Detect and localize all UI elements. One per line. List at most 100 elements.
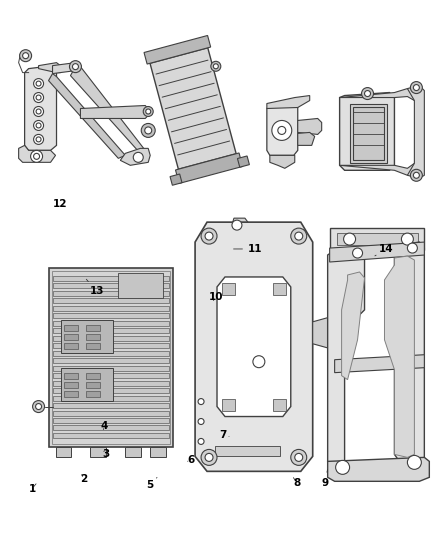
Circle shape (410, 169, 422, 181)
Text: 11: 11 (233, 244, 262, 254)
Circle shape (278, 126, 286, 134)
Polygon shape (39, 63, 60, 72)
Circle shape (295, 454, 303, 462)
Polygon shape (267, 103, 298, 155)
Bar (53, 425, 169, 431)
Circle shape (23, 53, 28, 59)
Polygon shape (217, 277, 291, 416)
Circle shape (291, 228, 307, 244)
Polygon shape (53, 63, 81, 74)
Bar (64, 334, 78, 340)
Bar (53, 298, 169, 303)
Polygon shape (120, 148, 150, 165)
Bar (53, 358, 169, 363)
Circle shape (295, 232, 303, 240)
Polygon shape (170, 174, 182, 185)
Circle shape (272, 120, 292, 140)
Bar (53, 284, 169, 288)
Polygon shape (328, 457, 429, 481)
Polygon shape (395, 242, 424, 464)
Bar (86, 382, 100, 387)
Circle shape (413, 85, 419, 91)
Circle shape (145, 127, 152, 134)
Polygon shape (150, 48, 236, 169)
Bar (53, 276, 169, 281)
Circle shape (72, 63, 78, 70)
Circle shape (35, 403, 42, 409)
Polygon shape (231, 218, 248, 238)
Bar (64, 343, 78, 349)
Bar (53, 351, 169, 356)
Bar (86, 391, 100, 397)
Text: 2: 2 (80, 474, 87, 484)
Polygon shape (339, 163, 414, 175)
Bar (64, 382, 78, 387)
Polygon shape (71, 67, 145, 154)
Text: 5: 5 (146, 478, 157, 490)
Text: 4: 4 (101, 421, 108, 431)
Text: 10: 10 (208, 292, 223, 302)
Bar (273, 399, 286, 410)
Bar (53, 306, 169, 311)
Bar (64, 325, 78, 331)
Polygon shape (407, 86, 424, 178)
Polygon shape (330, 242, 424, 262)
Polygon shape (298, 132, 314, 146)
Circle shape (361, 87, 374, 100)
Circle shape (201, 449, 217, 465)
Bar (86, 325, 100, 331)
Bar (53, 328, 169, 333)
Circle shape (353, 248, 363, 258)
Circle shape (34, 134, 43, 144)
Bar (125, 447, 141, 457)
Circle shape (36, 95, 41, 100)
Text: 12: 12 (53, 199, 68, 209)
Bar (64, 391, 78, 397)
Polygon shape (267, 95, 310, 109)
Circle shape (34, 78, 43, 88)
Text: 7: 7 (219, 431, 229, 440)
Bar (53, 373, 169, 378)
Polygon shape (270, 155, 295, 168)
Bar (53, 381, 169, 385)
Circle shape (146, 109, 151, 114)
Bar (150, 447, 166, 457)
Bar (53, 403, 169, 408)
Polygon shape (195, 222, 313, 471)
Bar (53, 343, 169, 348)
Circle shape (36, 81, 41, 86)
Circle shape (31, 150, 42, 163)
Text: 6: 6 (187, 455, 194, 465)
Circle shape (34, 93, 43, 102)
Bar (86, 334, 100, 340)
Polygon shape (339, 88, 414, 101)
Polygon shape (385, 256, 414, 457)
Polygon shape (335, 355, 424, 373)
Circle shape (253, 356, 265, 368)
Circle shape (36, 123, 41, 128)
Text: 9: 9 (321, 470, 328, 488)
Circle shape (198, 439, 204, 445)
Polygon shape (176, 153, 243, 183)
Bar (53, 418, 169, 423)
Circle shape (198, 418, 204, 424)
Polygon shape (339, 93, 395, 171)
Bar (222, 399, 235, 410)
Bar (53, 336, 169, 341)
Bar (215, 447, 280, 456)
Circle shape (291, 449, 307, 465)
Polygon shape (313, 317, 332, 349)
Circle shape (36, 109, 41, 114)
Bar (53, 291, 169, 296)
Circle shape (133, 152, 143, 163)
Circle shape (143, 107, 153, 117)
Bar (350, 103, 388, 163)
Polygon shape (25, 66, 57, 150)
Circle shape (34, 120, 43, 131)
Bar (86, 343, 100, 349)
Bar (53, 395, 169, 401)
Circle shape (20, 50, 32, 62)
Bar (53, 321, 169, 326)
Circle shape (407, 455, 421, 470)
Bar (86, 373, 100, 378)
